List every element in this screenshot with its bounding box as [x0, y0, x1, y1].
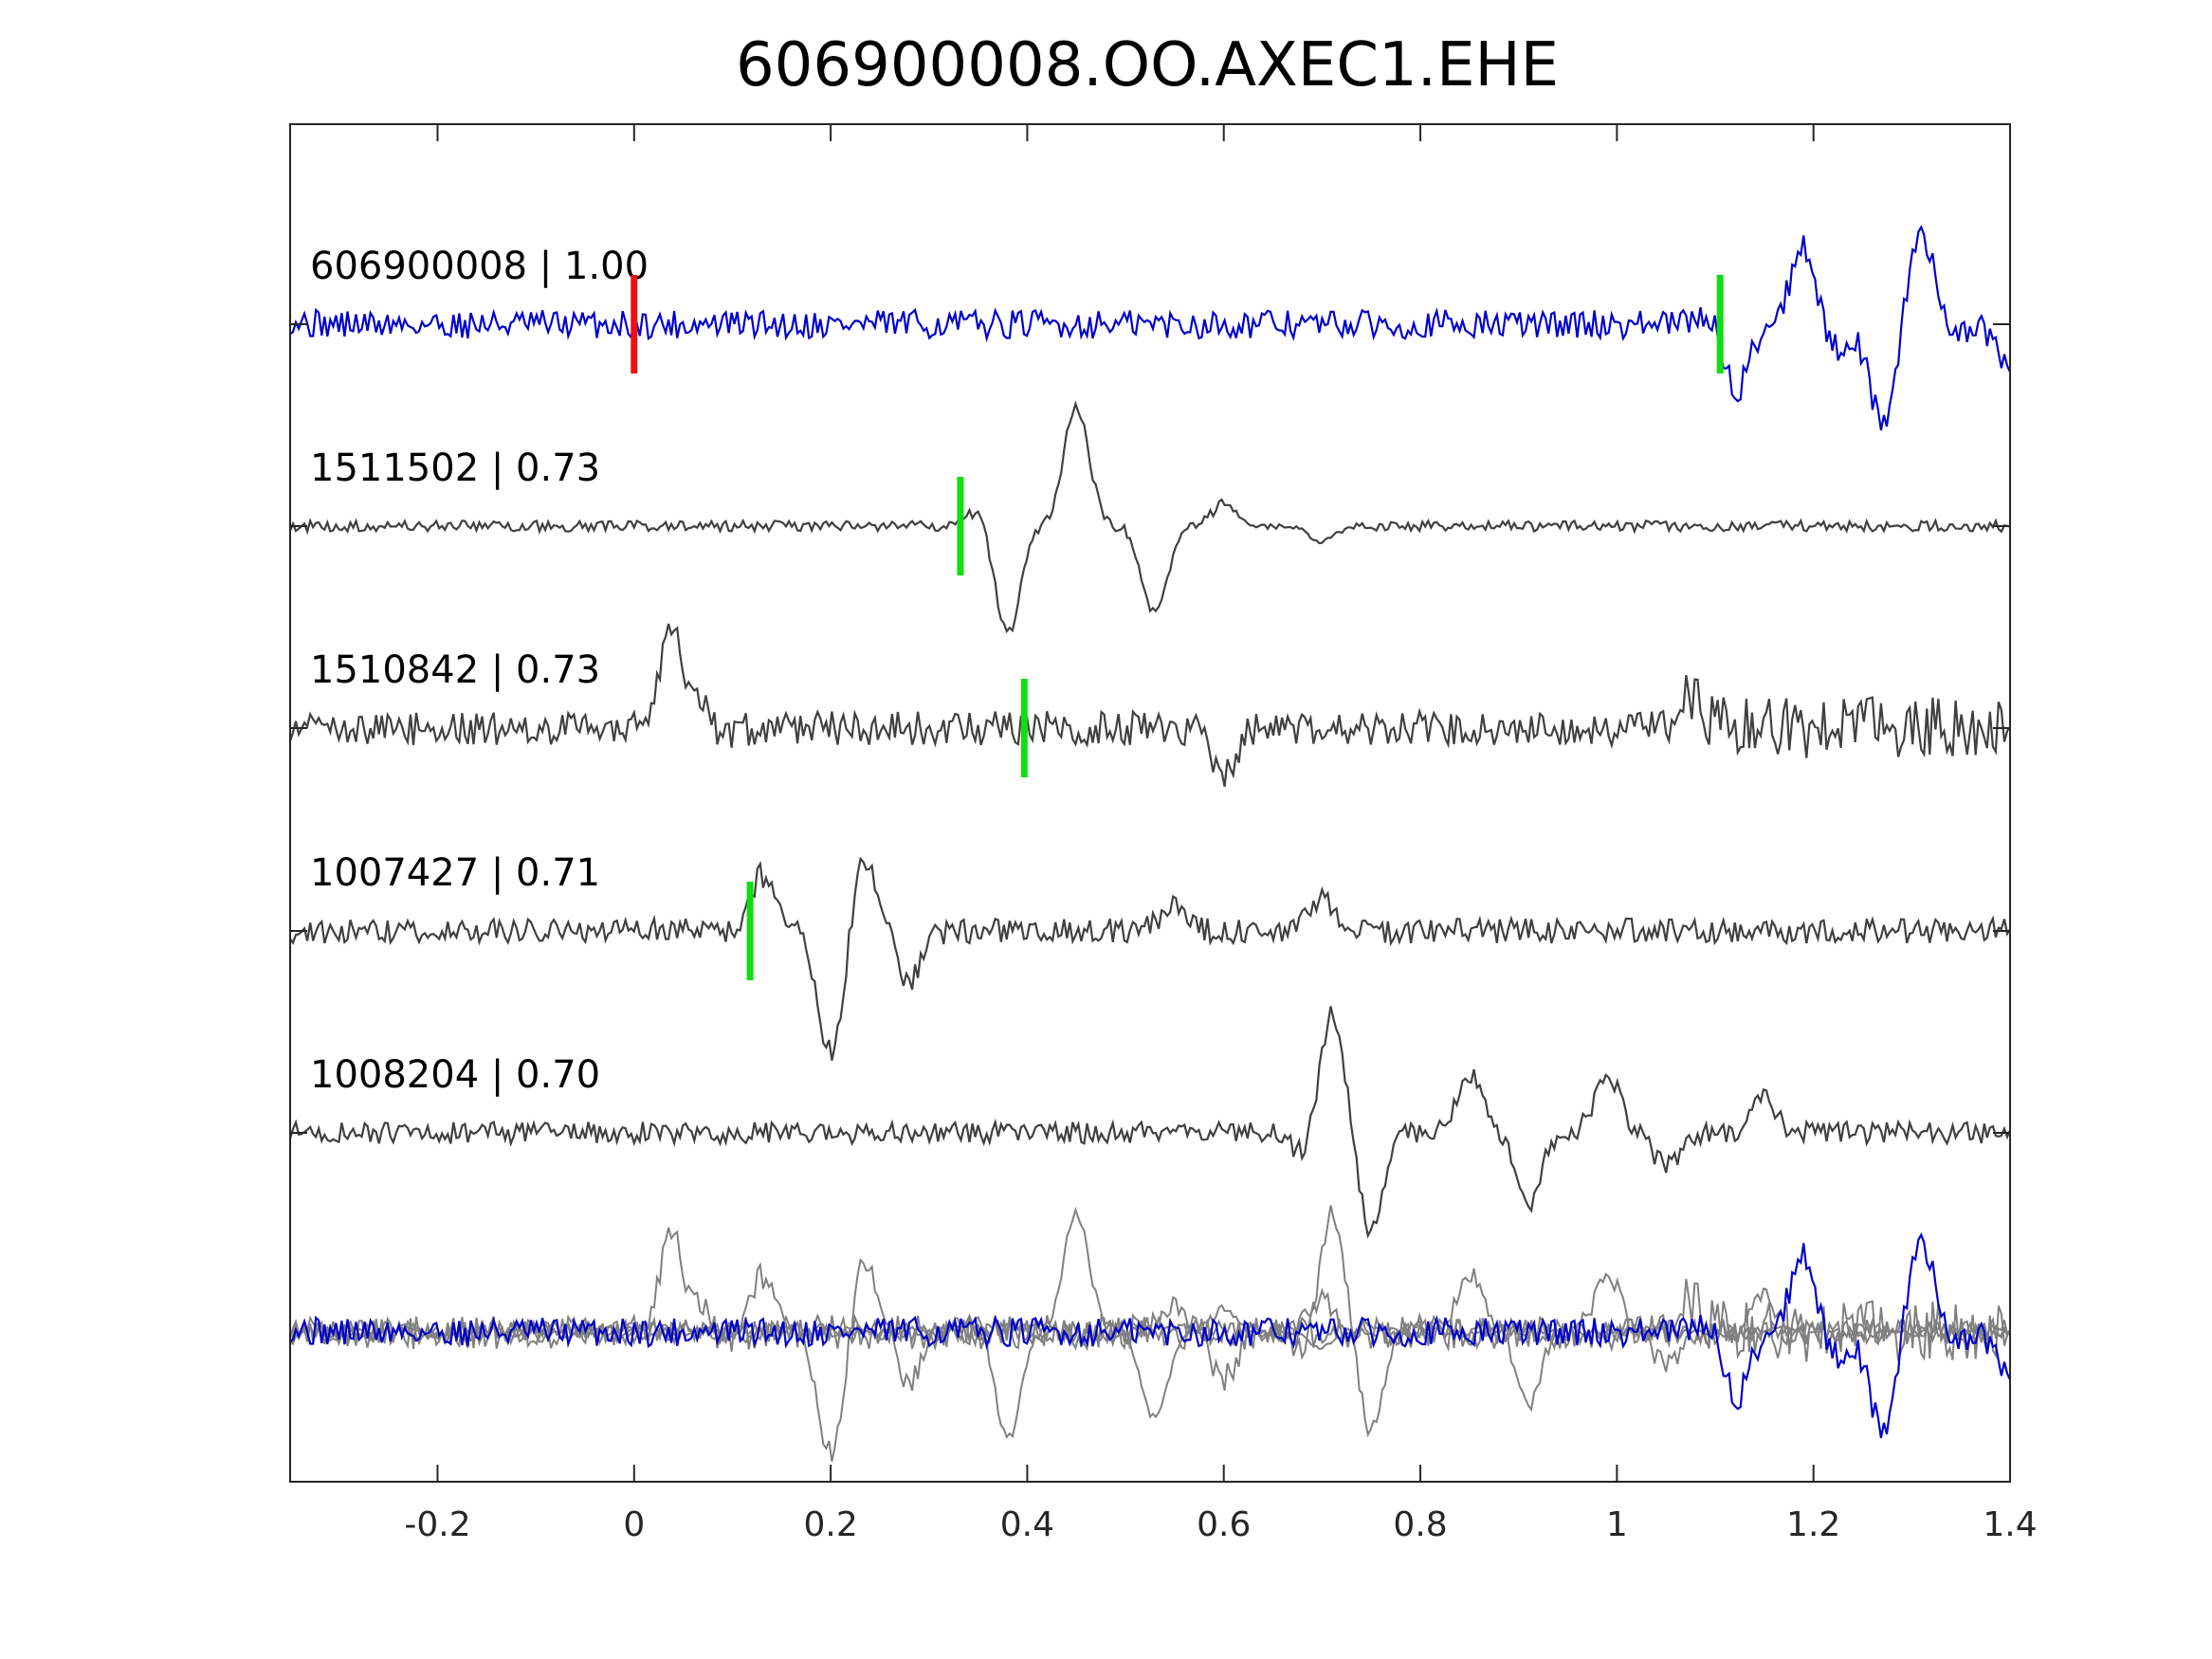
traces-group — [288, 225, 2012, 1462]
x-tick-label: 1.4 — [1983, 1505, 2037, 1544]
chart-title: 606900008.OO.AXEC1.EHE — [736, 30, 1559, 100]
x-axis: -0.2 0 0.2 0.4 0.6 0.8 1 1.2 1.4 — [404, 124, 2038, 1544]
trace-1 — [288, 400, 2011, 634]
plot-area-frame — [289, 123, 2011, 1483]
trace-label-1: 1511502 | 0.73 — [310, 447, 600, 490]
overlay-trace-3 — [289, 1257, 2011, 1462]
x-tick-label: 0 — [623, 1505, 645, 1544]
trace-label-2: 1510842 | 0.73 — [310, 648, 600, 692]
trace-2 — [288, 623, 2011, 788]
trace-3 — [289, 856, 2011, 1061]
overlay-trace-0 — [289, 1232, 2012, 1439]
x-tick-label: 0.6 — [1197, 1505, 1251, 1544]
x-tick-label: 0.8 — [1393, 1505, 1447, 1544]
x-tick-label: 1 — [1606, 1505, 1628, 1544]
trace-labels-group: 606900008 | 1.00 1511502 | 0.73 1510842 | … — [310, 245, 649, 1097]
trace-label-3: 1007427 | 0.71 — [310, 851, 600, 895]
x-tick-label: 0.4 — [1000, 1505, 1054, 1544]
x-tick-label: -0.2 — [404, 1505, 470, 1544]
trace-4 — [288, 1006, 2012, 1239]
trace-label-0: 606900008 | 1.00 — [310, 245, 649, 288]
trace-label-4: 1008204 | 0.70 — [310, 1053, 600, 1097]
x-tick-label: 0.2 — [803, 1505, 857, 1544]
x-tick-label: 1.2 — [1786, 1505, 1840, 1544]
overlay-trace-4 — [289, 1205, 2011, 1438]
picks-group — [631, 275, 1724, 980]
